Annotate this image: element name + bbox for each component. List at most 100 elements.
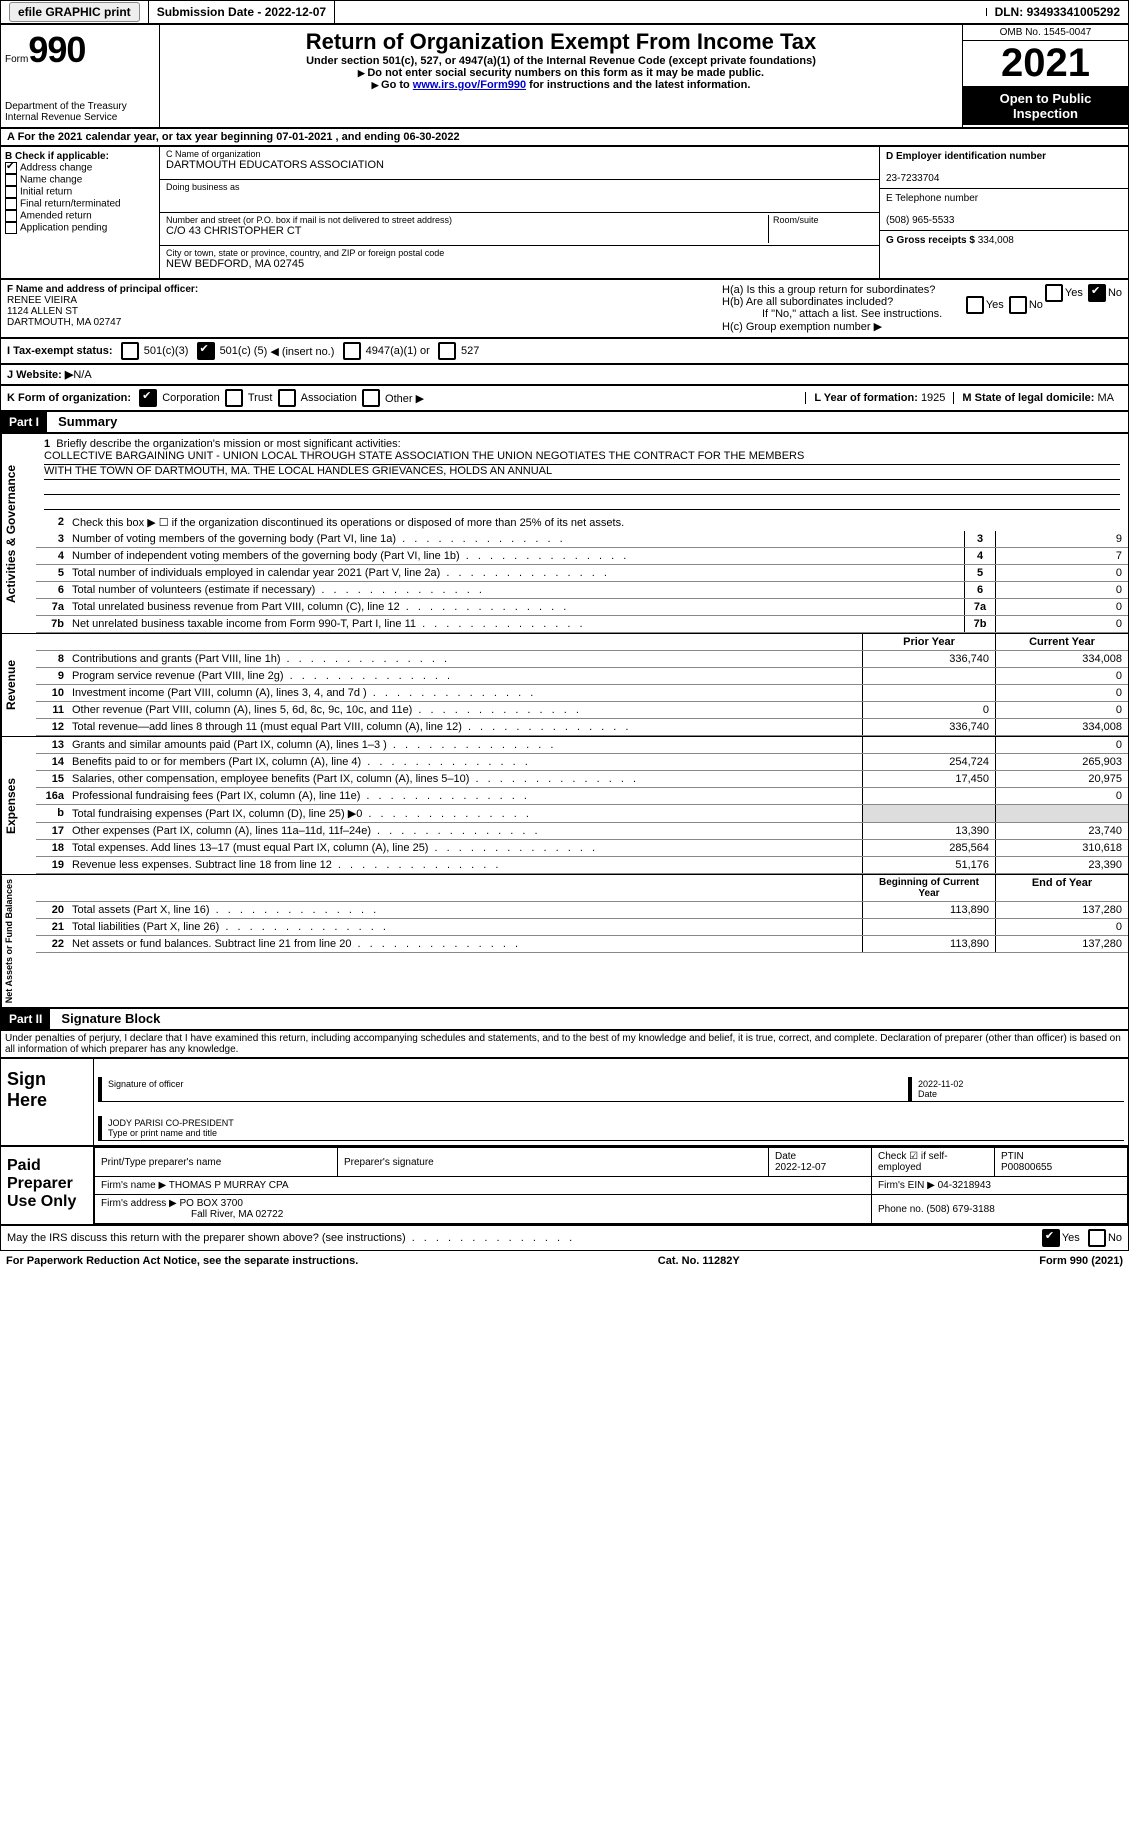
chk-amended-return[interactable] (5, 210, 17, 222)
line-num: 7a (36, 599, 68, 615)
footer-form: Form 990 (2021) (1039, 1255, 1123, 1267)
chk-501c3[interactable] (121, 342, 139, 360)
prior-value (862, 919, 995, 935)
ha-no-lbl: No (1108, 287, 1122, 299)
prior-value: 254,724 (862, 754, 995, 770)
ha-text: H(a) Is this a group return for subordin… (722, 284, 935, 296)
summary-net-assets: Net Assets or Fund Balances Beginning of… (0, 875, 1129, 1008)
hb-text: H(b) Are all subordinates included? (722, 296, 893, 308)
line-text: Net assets or fund balances. Subtract li… (68, 936, 862, 952)
efile-print-button[interactable]: efile GRAPHIC print (9, 2, 140, 22)
current-value: 0 (995, 919, 1128, 935)
col-b-header: B Check if applicable: (5, 151, 109, 162)
section-bcd: B Check if applicable: Address change Na… (0, 146, 1129, 279)
prep-sig-cell: Preparer's signature (338, 1148, 769, 1177)
row-a-begin: 07-01-2021 (276, 131, 332, 143)
chk-501c[interactable] (197, 342, 215, 360)
gross-value: 334,008 (978, 235, 1014, 246)
submission-label: Submission Date - (157, 5, 265, 19)
submission-date: 2022-12-07 (265, 5, 326, 19)
line-value: 0 (995, 616, 1128, 632)
dba-label: Doing business as (166, 182, 873, 192)
part1-title: Summary (50, 414, 117, 429)
discuss-no-chk[interactable] (1088, 1229, 1106, 1247)
firm-name-value: THOMAS P MURRAY CPA (169, 1180, 289, 1191)
line-text: Total number of volunteers (estimate if … (68, 582, 964, 598)
chk-other[interactable] (362, 389, 380, 407)
ha-yes[interactable] (1045, 284, 1063, 302)
prep-date-value: 2022-12-07 (775, 1162, 826, 1173)
line-text: Other expenses (Part IX, column (A), lin… (68, 823, 862, 839)
lbl-501c3: 501(c)(3) (144, 345, 189, 357)
sign-here-label: Sign Here (1, 1059, 94, 1145)
line-text: Professional fundraising fees (Part IX, … (68, 788, 862, 804)
current-value: 20,975 (995, 771, 1128, 787)
line-value: 7 (995, 548, 1128, 564)
discuss-yes-chk[interactable] (1042, 1229, 1060, 1247)
line-text: Total unrelated business revenue from Pa… (68, 599, 964, 615)
lbl-address-change: Address change (20, 163, 92, 174)
mission-line2: WITH THE TOWN OF DARTMOUTH, MA. THE LOCA… (44, 465, 1120, 480)
state-domicile: MA (1098, 392, 1115, 404)
chk-final-return[interactable] (5, 198, 17, 210)
line-text: Grants and similar amounts paid (Part IX… (68, 737, 862, 753)
line-num: 17 (36, 823, 68, 839)
form-title: Return of Organization Exempt From Incom… (164, 29, 958, 55)
line-num: 10 (36, 685, 68, 701)
preparer-table: Print/Type preparer's name Preparer's si… (94, 1147, 1128, 1224)
firm-addr-cell: Firm's address ▶ PO BOX 3700Fall River, … (95, 1195, 872, 1224)
chk-application-pending[interactable] (5, 222, 17, 234)
footer-pra: For Paperwork Reduction Act Notice, see … (6, 1255, 358, 1267)
chk-name-change[interactable] (5, 174, 17, 186)
hb-no[interactable] (1009, 296, 1027, 314)
officer-label: F Name and address of principal officer: (7, 284, 198, 295)
hb-yes[interactable] (966, 296, 984, 314)
firm-ein-value: 04-3218943 (938, 1180, 991, 1191)
line-box: 4 (964, 548, 995, 564)
line-text: Number of independent voting members of … (68, 548, 964, 564)
line-text: Investment income (Part VIII, column (A)… (68, 685, 862, 701)
line-num: 21 (36, 919, 68, 935)
side-expenses: Expenses (1, 737, 36, 874)
ha-no[interactable] (1088, 284, 1106, 302)
current-value: 23,740 (995, 823, 1128, 839)
form-header: Form990 Department of the Treasury Inter… (0, 24, 1129, 128)
prior-value: 336,740 (862, 719, 995, 735)
chk-corporation[interactable] (139, 389, 157, 407)
line-value: 9 (995, 531, 1128, 547)
part2-title: Signature Block (53, 1011, 160, 1026)
prep-name-label: Print/Type preparer's name (101, 1157, 221, 1168)
sig-name-label: Type or print name and title (108, 1128, 1118, 1138)
prep-name-cell: Print/Type preparer's name (95, 1148, 338, 1177)
dept-treasury: Department of the Treasury (5, 101, 155, 112)
mission-line1: COLLECTIVE BARGAINING UNIT - UNION LOCAL… (44, 450, 1120, 465)
line-value: 0 (995, 599, 1128, 615)
chk-initial-return[interactable] (5, 186, 17, 198)
hdr-current-year: Current Year (995, 634, 1128, 650)
ptin-label: PTIN (1001, 1151, 1024, 1162)
footer-cat: Cat. No. 11282Y (658, 1255, 740, 1267)
firm-name-label: Firm's name ▶ (101, 1180, 169, 1191)
current-value: 310,618 (995, 840, 1128, 856)
lbl-corporation: Corporation (162, 392, 219, 404)
firm-phone-cell: Phone no. (508) 679-3188 (872, 1195, 1128, 1224)
sig-date-value: 2022-11-02 (918, 1079, 1118, 1089)
chk-association[interactable] (278, 389, 296, 407)
chk-address-change[interactable] (5, 162, 17, 174)
paid-preparer-label: Paid Preparer Use Only (1, 1147, 94, 1224)
prior-value (862, 737, 995, 753)
prior-value: 13,390 (862, 823, 995, 839)
chk-trust[interactable] (225, 389, 243, 407)
line-num: 12 (36, 719, 68, 735)
row-a-pre: A For the 2021 calendar year, or tax yea… (7, 131, 276, 143)
discuss-row: May the IRS discuss this return with the… (0, 1225, 1129, 1251)
chk-527[interactable] (438, 342, 456, 360)
line-box: 7a (964, 599, 995, 615)
hc-text: H(c) Group exemption number ▶ (722, 320, 1122, 333)
col-d-ein: D Employer identification number 23-7233… (880, 147, 1128, 278)
chk-4947[interactable] (343, 342, 361, 360)
irs-link[interactable]: www.irs.gov/Form990 (413, 79, 526, 91)
ein-value: 23-7233704 (886, 173, 939, 184)
row-a-mid: , and ending (332, 131, 403, 143)
line-text: Revenue less expenses. Subtract line 18 … (68, 857, 862, 873)
